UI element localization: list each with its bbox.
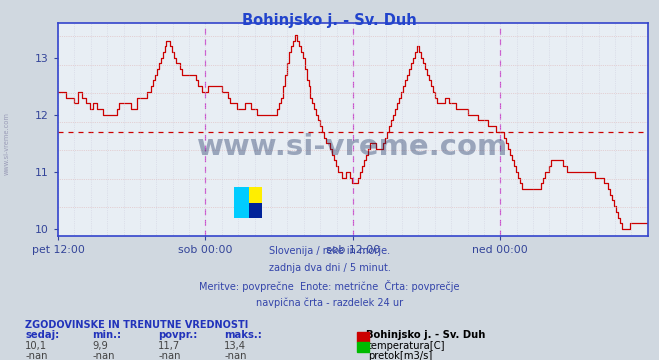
Text: maks.:: maks.: — [224, 330, 262, 341]
Text: min.:: min.: — [92, 330, 121, 341]
Text: 13,4: 13,4 — [224, 341, 246, 351]
Text: zadnja dva dni / 5 minut.: zadnja dva dni / 5 minut. — [269, 263, 390, 273]
Text: 10,1: 10,1 — [25, 341, 47, 351]
Text: temperatura[C]: temperatura[C] — [368, 341, 445, 351]
Text: navpična črta - razdelek 24 ur: navpična črta - razdelek 24 ur — [256, 297, 403, 308]
Text: pretok[m3/s]: pretok[m3/s] — [368, 351, 432, 360]
Text: www.si-vreme.com: www.si-vreme.com — [197, 132, 509, 161]
Text: 11,7: 11,7 — [158, 341, 181, 351]
Text: 9,9: 9,9 — [92, 341, 108, 351]
Text: Slovenija / reke in morje.: Slovenija / reke in morje. — [269, 246, 390, 256]
Text: -nan: -nan — [158, 351, 181, 360]
Text: sedaj:: sedaj: — [25, 330, 59, 341]
Text: Meritve: povprečne  Enote: metrične  Črta: povprečje: Meritve: povprečne Enote: metrične Črta:… — [199, 280, 460, 292]
Text: www.si-vreme.com: www.si-vreme.com — [3, 113, 10, 175]
Text: -nan: -nan — [25, 351, 47, 360]
Text: Bohinjsko j. - Sv. Duh: Bohinjsko j. - Sv. Duh — [366, 330, 485, 341]
Text: -nan: -nan — [92, 351, 115, 360]
Text: povpr.:: povpr.: — [158, 330, 198, 341]
Text: ZGODOVINSKE IN TRENUTNE VREDNOSTI: ZGODOVINSKE IN TRENUTNE VREDNOSTI — [25, 320, 248, 330]
Text: -nan: -nan — [224, 351, 246, 360]
Text: Bohinjsko j. - Sv. Duh: Bohinjsko j. - Sv. Duh — [242, 13, 417, 28]
